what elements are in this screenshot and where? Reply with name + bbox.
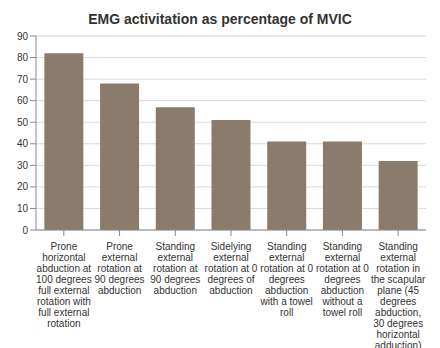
svg-text:50: 50 [17, 117, 29, 128]
svg-text:Standingexternalrotation at 0d: Standingexternalrotation at 0degreesabdu… [316, 241, 369, 318]
svg-text:Sidelyingexternalrotation at 0: Sidelyingexternalrotation at 0degrees of… [205, 241, 258, 296]
svg-text:40: 40 [17, 138, 29, 149]
svg-text:30: 30 [17, 160, 29, 171]
svg-text:10: 10 [17, 203, 29, 214]
svg-text:70: 70 [17, 74, 29, 85]
svg-text:80: 80 [17, 52, 29, 63]
svg-text:Standingexternalrotation at90: Standingexternalrotation at90 degreesabd… [150, 241, 200, 296]
svg-text:Proneexternalrotation at90 deg: Proneexternalrotation at90 degreesabduct… [95, 241, 145, 296]
svg-text:0: 0 [22, 225, 28, 236]
svg-text:Standingexternalrotation inthe: Standingexternalrotation inthe scapularp… [371, 241, 426, 348]
html-text:EMG activitation as percentage: EMG activitation as percentage of MVIC [88, 11, 352, 27]
svg-text:20: 20 [17, 181, 29, 192]
svg-text:Standingexternalrotation at 0d: Standingexternalrotation at 0degreesabdu… [260, 241, 314, 318]
svg-text:60: 60 [17, 95, 29, 106]
svg-text:Pronehorizontalabduction at100: Pronehorizontalabduction at100 degreesfu… [36, 241, 92, 329]
svg-text:90: 90 [17, 31, 29, 42]
